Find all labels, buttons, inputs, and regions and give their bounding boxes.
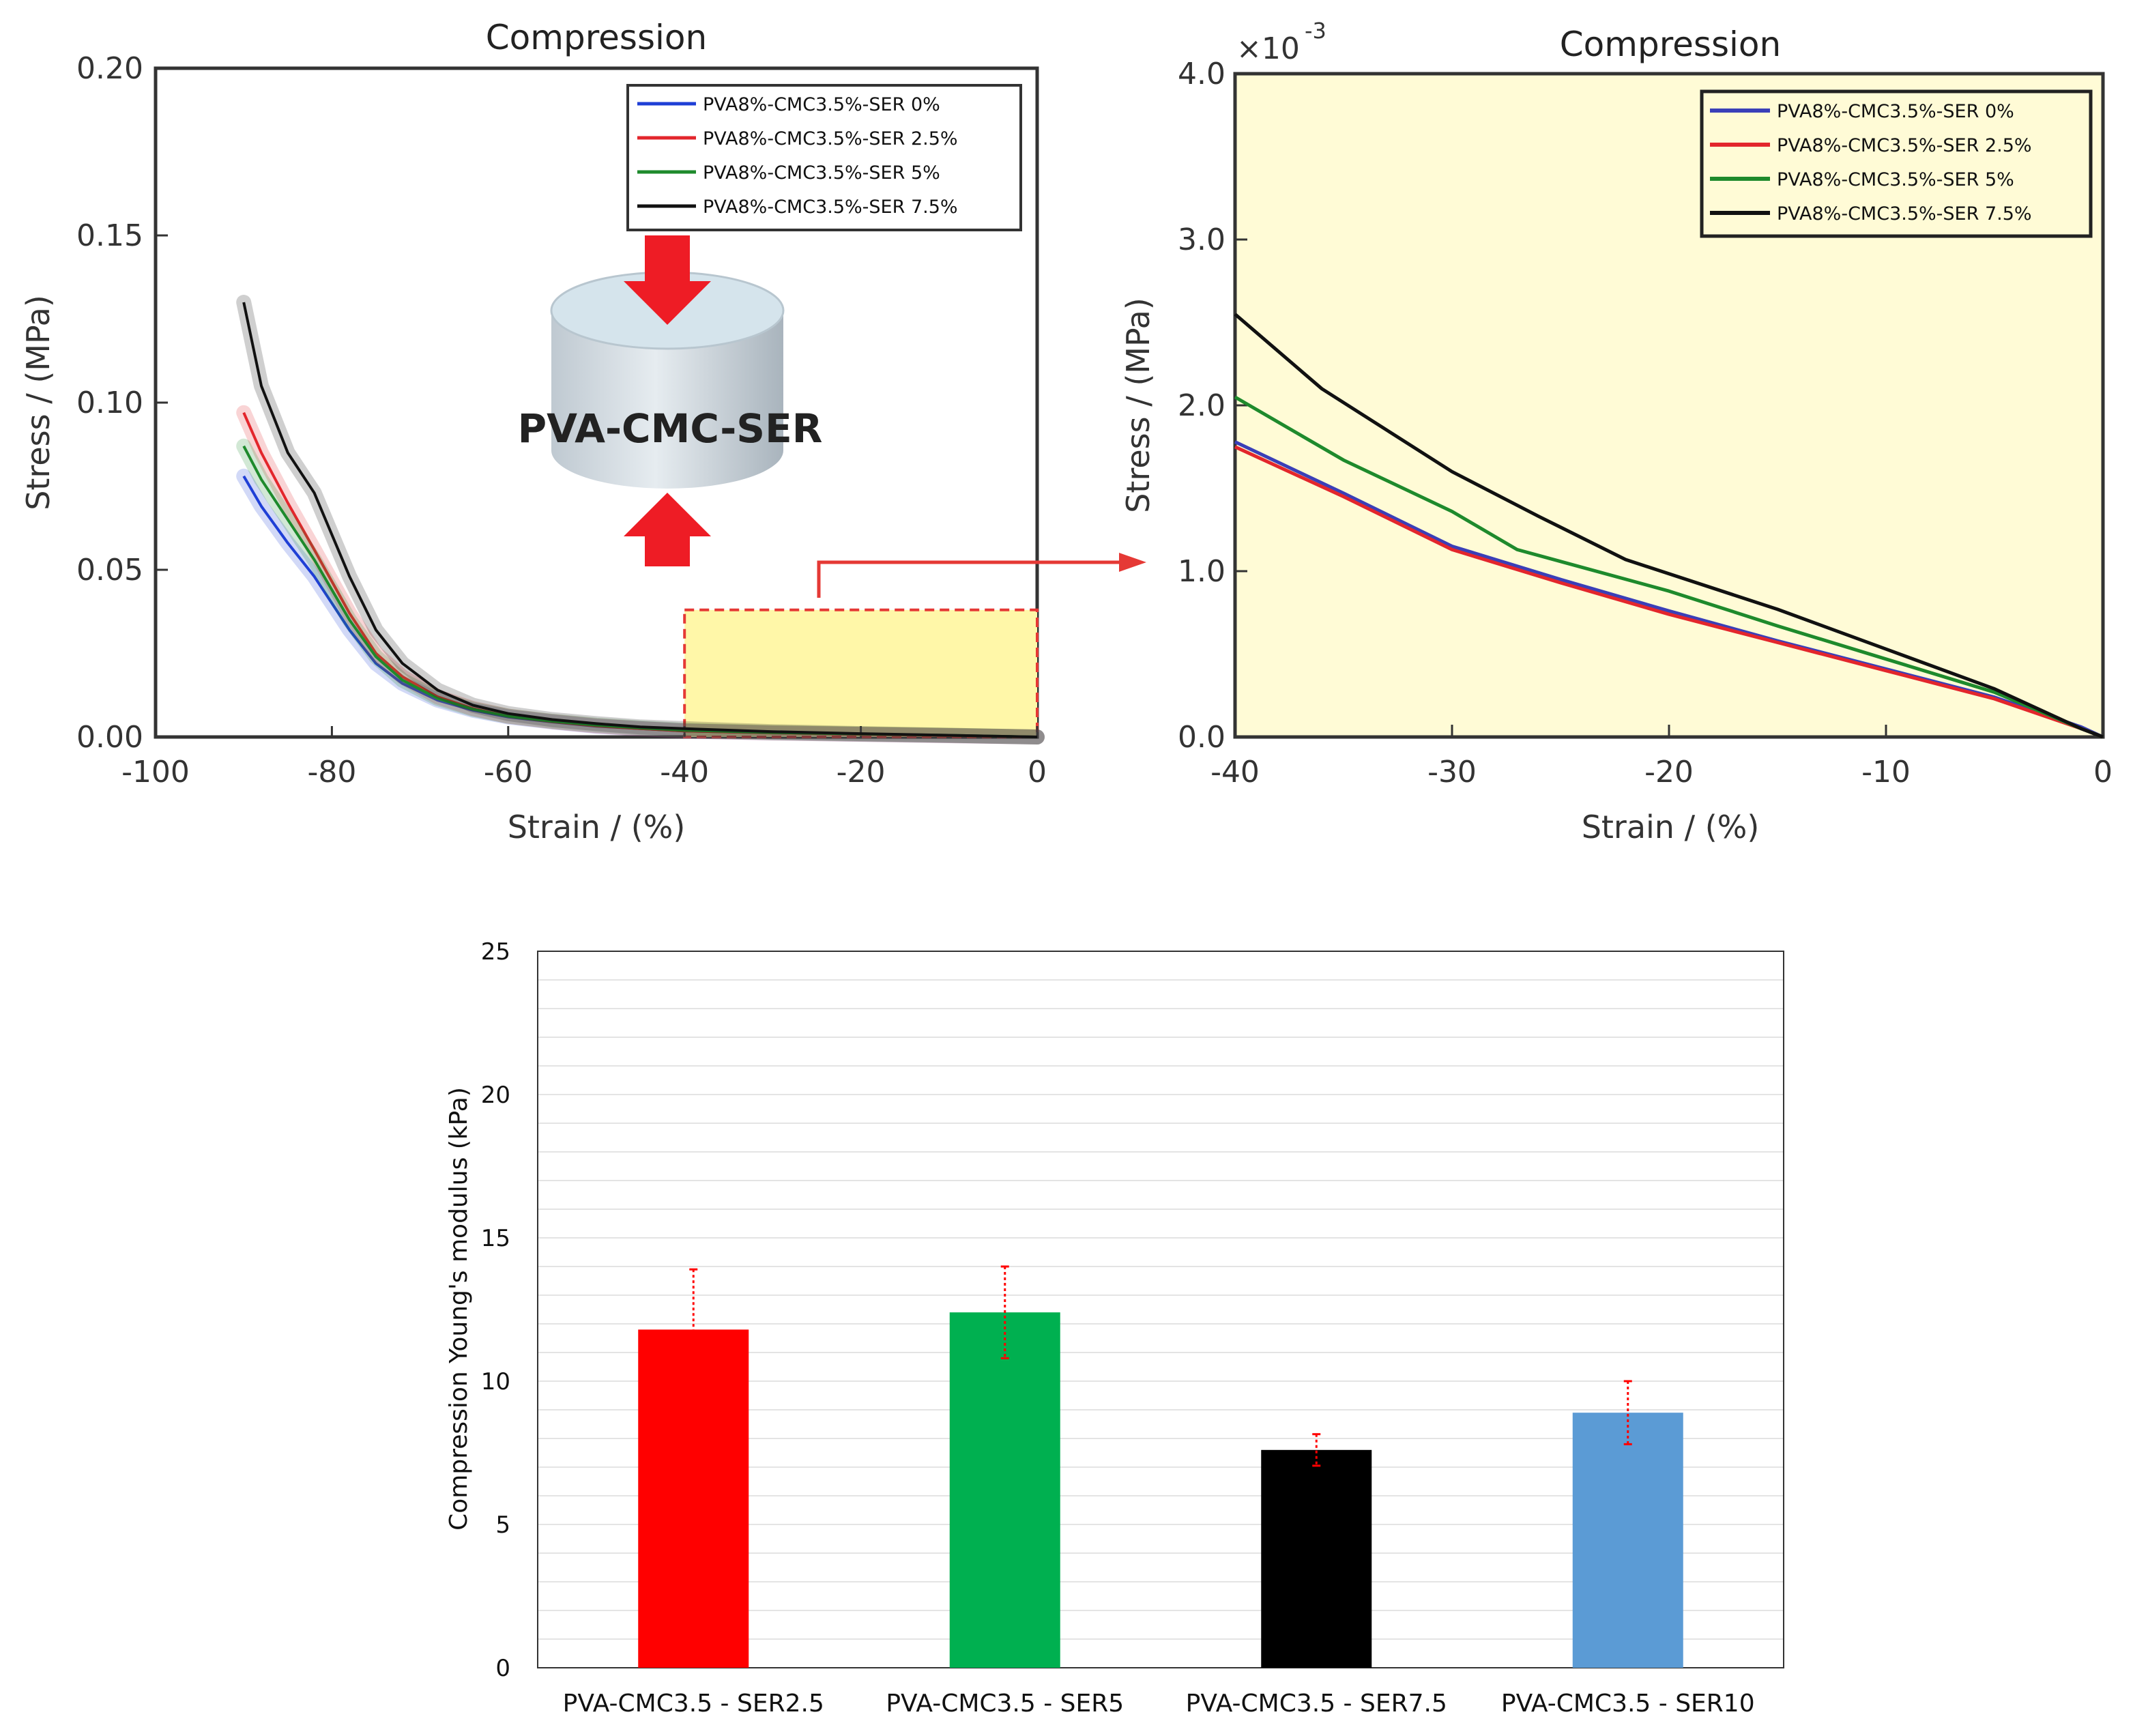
- chart-a-y-label: Stress / (MPa): [20, 295, 57, 510]
- chart-a-x-tick-label: -20: [837, 755, 886, 790]
- chart-stress-strain-full: -100 -80 -60 -40 -20 0 0.00 0.05 0.10 0.15 0.20 PV…: [20, 18, 1146, 845]
- chart-a-x-tick-label: -80: [307, 755, 356, 790]
- chart-c-y-tick-label: 0: [495, 1655, 510, 1682]
- chart-a-y-tick-label: 0.15: [76, 218, 143, 253]
- chart-b-y-exponent: -3: [1305, 18, 1326, 44]
- chart-c-category-label: PVA-CMC3.5 - SER2.5: [563, 1690, 824, 1718]
- chart-a-legend-label: PVA8%-CMC3.5%-SER 7.5%: [703, 197, 958, 218]
- chart-a-y-tick-label: 0.05: [76, 553, 143, 588]
- chart-a-x-tick-label: -100: [121, 755, 190, 790]
- chart-a-x-label: Strain / (%): [508, 809, 686, 845]
- chart-a-legend-label: PVA8%-CMC3.5%-SER 0%: [703, 94, 940, 115]
- chart-c-y-tick-label: 20: [481, 1082, 510, 1109]
- chart-c-bar: [1573, 1413, 1683, 1668]
- chart-b-y-multiplier: ×10: [1236, 31, 1300, 66]
- chart-a-y-tick-label: 0.00: [76, 720, 143, 755]
- chart-b-x-tick-label: -10: [1861, 755, 1911, 790]
- chart-b-legend-label: PVA8%-CMC3.5%-SER 0%: [1777, 101, 2014, 122]
- chart-b-x-tick-label: -40: [1210, 755, 1260, 790]
- chart-b-legend-label: PVA8%-CMC3.5%-SER 2.5%: [1777, 135, 2032, 156]
- figure: -100 -80 -60 -40 -20 00.000.050.100.150.20 PV…: [0, 0, 2133, 1736]
- chart-c-category-label: PVA-CMC3.5 - SER5: [886, 1690, 1124, 1718]
- chart-c-y-tick-label: 10: [481, 1368, 510, 1395]
- chart-a-legend-label: PVA8%-CMC3.5%-SER 5%: [703, 162, 940, 184]
- chart-b-legend: PVA8%-CMC3.5%-SER 0% PVA8%-CMC3.5%-SER 2.…: [1702, 91, 2091, 236]
- chart-a-y-tick-label: 0.20: [76, 51, 143, 86]
- chart-b-x-tick-label: -30: [1427, 755, 1477, 790]
- chart-a-x-tick-label: 0: [1028, 755, 1047, 790]
- chart-c-category-label: PVA-CMC3.5 - SER7.5: [1186, 1690, 1447, 1718]
- chart-a-legend: PVA8%-CMC3.5%-SER 0% PVA8%-CMC3.5%-SER 2.…: [628, 85, 1021, 230]
- chart-b-title: Compression: [1560, 25, 1781, 64]
- chart-b-y-tick-label: 1.0: [1178, 554, 1225, 589]
- chart-b-legend-label: PVA8%-CMC3.5%-SER 7.5%: [1777, 203, 2032, 225]
- chart-a-legend-label: PVA8%-CMC3.5%-SER 2.5%: [703, 128, 958, 149]
- chart-a-title: Compression: [486, 18, 707, 57]
- inset-label: PVA-CMC-SER: [518, 405, 823, 452]
- chart-c-y-tick-label: 15: [481, 1225, 510, 1252]
- chart-stress-strain-zoom: -40 -30 -20 -10 0 0.0 1.0 2.0 3.0 4.0 PVA8%-CMC3.…: [1120, 18, 2113, 845]
- chart-c-category-label: PVA-CMC3.5 - SER10: [1501, 1690, 1755, 1718]
- chart-b-legend-label: PVA8%-CMC3.5%-SER 5%: [1777, 169, 2014, 190]
- chart-c-y-tick-label: 5: [495, 1511, 510, 1539]
- chart-a-x-tick-label: -40: [660, 755, 709, 790]
- chart-c-y-tick-label: 25: [481, 938, 510, 966]
- chart-b-y-tick-label: 3.0: [1178, 222, 1225, 257]
- chart-b-y-tick-label: 2.0: [1178, 388, 1225, 423]
- chart-b-x-tick-label: 0: [2093, 755, 2113, 790]
- chart-a-x-tick-label: -60: [484, 755, 533, 790]
- chart-youngs-modulus-bars: 0 5 10 15 20 25 PVA-CMC3.5 - SER2.5 PVA-CMC3.5 …: [445, 938, 1784, 1718]
- chart-b-y-tick-label: 0.0: [1178, 720, 1225, 755]
- chart-b-x-tick-label: -20: [1644, 755, 1694, 790]
- chart-b-y-tick-label: 4.0: [1178, 57, 1225, 91]
- chart-c-y-label: Compression Young's modulus (kPa): [445, 1087, 473, 1531]
- chart-c-bar: [950, 1312, 1060, 1668]
- chart-a-y-tick-label: 0.10: [76, 386, 143, 420]
- zoom-connector-arrow-icon: [1119, 553, 1146, 572]
- chart-c-bar: [1261, 1450, 1372, 1668]
- chart-b-y-label: Stress / (MPa): [1120, 298, 1157, 513]
- chart-b-x-label: Strain / (%): [1582, 809, 1760, 845]
- chart-a-zoom-region: [684, 610, 1037, 737]
